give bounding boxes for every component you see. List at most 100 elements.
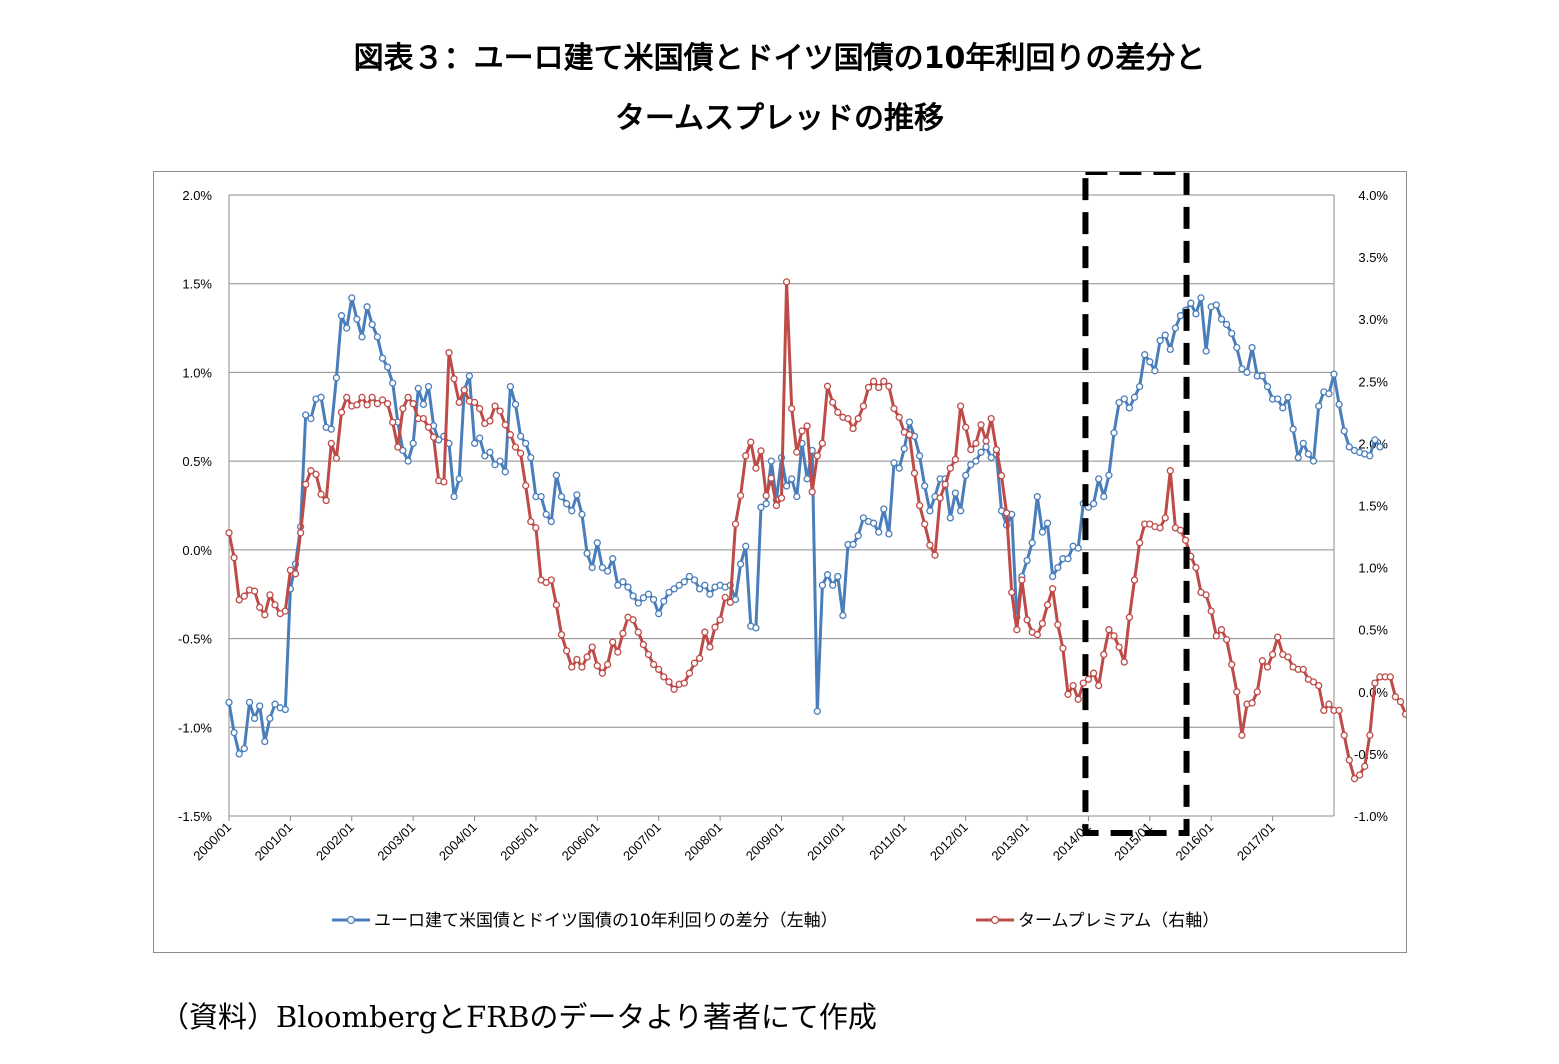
series-1-point (685, 572, 694, 581)
series-2-point (1023, 616, 1031, 624)
series-1-point (614, 581, 622, 589)
series-1-point (547, 517, 555, 526)
series-2-point (450, 375, 458, 383)
series-2-point (603, 660, 612, 669)
legend-label: ユーロ建て米国債とドイツ国債の10年利回りの差分（左軸） (374, 911, 838, 931)
series-2-point (644, 650, 653, 659)
series-1-point (915, 452, 924, 460)
series-1-point (834, 572, 842, 581)
series-1-point (1146, 358, 1154, 366)
series-1-point (1064, 555, 1072, 563)
series-1-point (629, 592, 637, 600)
x-tick-label: 2011/01 (866, 820, 909, 863)
series-1-point (542, 510, 550, 519)
series-1-point (1141, 351, 1149, 359)
series-1-point (1228, 329, 1236, 338)
source-note: （資料）BloombergとFRBのデータより著者にて作成 (160, 1000, 877, 1034)
series-2-point (639, 640, 648, 649)
series-2-point (1386, 673, 1394, 681)
series-1-point (1043, 519, 1052, 527)
series-2-point (649, 660, 658, 669)
series-2-point (1248, 699, 1256, 707)
series-2-point (726, 598, 734, 607)
series-2-point (307, 467, 315, 475)
series-1-point (1274, 395, 1282, 403)
series-1-point (675, 581, 683, 589)
series-2-point (777, 494, 786, 502)
series-1-point (302, 411, 310, 419)
series-2-point (358, 393, 366, 402)
series-2-point (511, 443, 520, 451)
series-1-point (813, 707, 821, 715)
series-2-point (1202, 591, 1210, 599)
series-2-point (1115, 643, 1123, 651)
series-2-point (470, 398, 479, 407)
y-right-tick-label: 1.0% (1358, 561, 1388, 576)
series-1-point (1289, 425, 1297, 433)
series-1-point (455, 475, 463, 483)
series-1-point (1171, 324, 1180, 332)
series-2-point (895, 413, 903, 421)
series-1-point (527, 453, 535, 462)
series-1-point (1161, 331, 1169, 339)
series-1-point (701, 581, 709, 589)
series-1-point (506, 382, 515, 391)
series-2-point (429, 433, 438, 441)
series-1-point (1366, 452, 1374, 460)
series-1-point (568, 507, 576, 515)
series-2-point (1043, 601, 1052, 609)
series-1-point (900, 445, 908, 453)
series-2-point (1038, 619, 1047, 628)
series-1-point (481, 452, 489, 460)
series-2-point (1100, 650, 1108, 659)
series-2-point (296, 529, 305, 537)
series-1-point (767, 457, 775, 465)
series-2-point (609, 638, 617, 646)
series-2-point (711, 623, 719, 631)
series-1-point (593, 539, 601, 547)
series-1-point (1309, 457, 1318, 465)
series-1-point (982, 443, 990, 451)
series-2-point (1130, 576, 1139, 584)
series-1-point (470, 439, 479, 448)
series-2-point (910, 469, 919, 477)
series-1-point (373, 333, 382, 341)
series-2-point (915, 501, 924, 510)
series-1-point (1105, 471, 1113, 479)
y-left-tick-label: 0.0% (182, 543, 212, 558)
series-2-point (486, 417, 494, 425)
series-1-point (1238, 365, 1246, 373)
y-right-tick-label: 1.5% (1358, 499, 1388, 514)
series-2-point (1340, 731, 1348, 739)
series-1-point (690, 576, 699, 584)
series-2-point (557, 631, 566, 639)
legend-swatch-marker (990, 915, 1000, 925)
series-1-point (1054, 563, 1062, 572)
series-1-point (649, 595, 658, 604)
series-2-point (869, 377, 878, 385)
y-left-tick-label: 0.5% (182, 454, 212, 469)
series-1-point (383, 363, 392, 371)
series-2-point (409, 400, 417, 408)
series-1-point (424, 382, 433, 391)
series-2-point (665, 678, 673, 686)
series-2-point (1233, 688, 1241, 696)
series-2-point (1048, 585, 1057, 593)
series-2-point (302, 480, 310, 489)
series-2-point (281, 607, 289, 615)
series-2-point (1033, 631, 1041, 639)
series-2-point (706, 643, 714, 651)
y-right-tick-label: -1.0% (1354, 809, 1388, 824)
series-2-point (455, 398, 463, 407)
series-1-point (956, 507, 965, 515)
series-2-point (568, 663, 576, 671)
series-1-point (752, 624, 760, 632)
series-1-point (634, 599, 642, 607)
series-1-point (235, 750, 243, 758)
series-1-point (511, 400, 520, 409)
series-1-point (1279, 404, 1287, 412)
series-1-point (823, 571, 832, 579)
series-2-point (424, 423, 433, 431)
series-1-point (1243, 368, 1251, 377)
series-2-point (527, 517, 535, 526)
